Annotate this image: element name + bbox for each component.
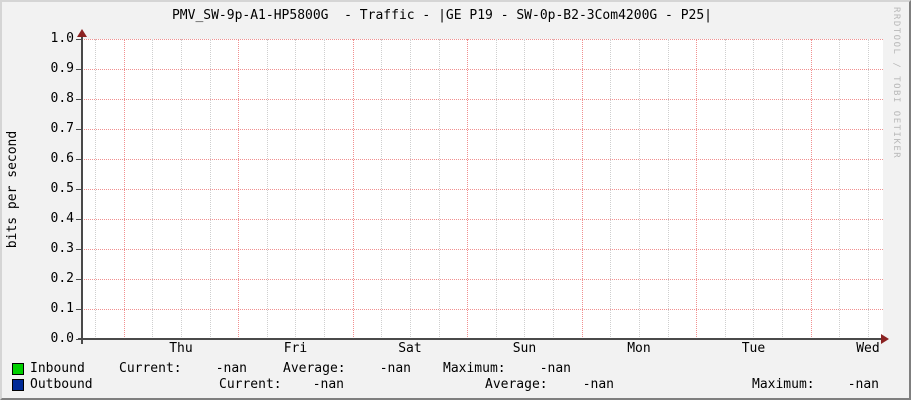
h-grid-line-major bbox=[82, 189, 883, 190]
v-grid-line-minor bbox=[839, 39, 841, 339]
v-grid-line-minor bbox=[524, 39, 526, 339]
x-tick-label: Sun bbox=[512, 341, 537, 356]
inbound-average-value: -nan bbox=[379, 361, 411, 376]
outbound-current-label: Current: bbox=[219, 377, 282, 392]
y-tick-label: 0.2 bbox=[50, 271, 74, 286]
v-grid-line-minor bbox=[638, 39, 640, 339]
v-grid-line-major bbox=[123, 39, 125, 339]
y-tick-label: 0.7 bbox=[50, 121, 74, 136]
v-grid-line-minor bbox=[667, 39, 669, 339]
v-grid-line-minor bbox=[381, 39, 383, 339]
v-grid-line-minor bbox=[753, 39, 755, 339]
v-grid-line-minor bbox=[152, 39, 154, 339]
v-grid-line-major bbox=[696, 39, 698, 339]
legend-label-outbound: Outbound bbox=[30, 377, 93, 392]
y-tick-mark bbox=[76, 249, 82, 250]
y-tick-mark bbox=[76, 219, 82, 220]
v-grid-line-major bbox=[581, 39, 583, 339]
y-tick-mark bbox=[76, 129, 82, 130]
v-grid-line-minor bbox=[867, 39, 869, 339]
x-axis-line bbox=[78, 338, 882, 340]
h-grid-line-major bbox=[82, 249, 883, 250]
v-grid-line-minor bbox=[495, 39, 497, 339]
inbound-average-label: Average: bbox=[283, 361, 346, 376]
outbound-maximum-value: -nan bbox=[847, 377, 879, 392]
outbound-swatch-icon bbox=[12, 379, 24, 391]
h-grid-line-major bbox=[82, 69, 883, 70]
y-tick-mark bbox=[76, 339, 82, 340]
inbound-current-value: -nan bbox=[215, 361, 247, 376]
v-grid-line-major bbox=[238, 39, 240, 339]
y-axis-label: bits per second bbox=[5, 130, 21, 249]
h-grid-line-major bbox=[82, 219, 883, 220]
y-tick-mark bbox=[76, 189, 82, 190]
outbound-average-label: Average: bbox=[485, 377, 548, 392]
v-grid-line-minor bbox=[409, 39, 411, 339]
y-tick-label: 0.9 bbox=[50, 61, 74, 76]
v-grid-line-minor bbox=[724, 39, 726, 339]
v-grid-line-minor bbox=[553, 39, 555, 339]
v-grid-line-minor bbox=[295, 39, 297, 339]
y-tick-label: 0.4 bbox=[50, 211, 74, 226]
v-grid-line-minor bbox=[95, 39, 97, 339]
legend-row-inbound: Inbound Current: -nan Average: -nan Maxi… bbox=[2, 361, 909, 377]
x-tick-label: Fri bbox=[283, 341, 308, 356]
y-tick-mark bbox=[76, 309, 82, 310]
v-grid-line-minor bbox=[610, 39, 612, 339]
y-tick-label: 0.6 bbox=[50, 151, 74, 166]
outbound-average-value: -nan bbox=[582, 377, 614, 392]
h-grid-line-major bbox=[82, 309, 883, 310]
v-grid-line-minor bbox=[266, 39, 268, 339]
inbound-swatch-icon bbox=[12, 363, 24, 375]
inbound-maximum-value: -nan bbox=[539, 361, 571, 376]
v-grid-line-minor bbox=[180, 39, 182, 339]
y-tick-label: 1.0 bbox=[50, 31, 74, 46]
v-grid-line-minor bbox=[324, 39, 326, 339]
v-grid-line-minor bbox=[782, 39, 784, 339]
y-tick-mark bbox=[76, 279, 82, 280]
y-tick-label: 0.0 bbox=[50, 331, 74, 346]
y-tick-label: 0.1 bbox=[50, 301, 74, 316]
x-tick-label: Wed bbox=[856, 341, 880, 356]
y-tick-label: 0.8 bbox=[50, 91, 74, 106]
h-grid-line-major bbox=[82, 129, 883, 130]
y-tick-mark bbox=[76, 69, 82, 70]
v-grid-line-minor bbox=[209, 39, 211, 339]
h-grid-line-major bbox=[82, 279, 883, 280]
rrdtool-watermark: RRDTOOL / TOBI OETIKER bbox=[891, 7, 901, 160]
y-tick-mark bbox=[76, 159, 82, 160]
y-tick-mark bbox=[76, 99, 82, 100]
x-tick-label: Mon bbox=[627, 341, 651, 356]
y-tick-mark bbox=[76, 39, 82, 40]
outbound-maximum-label: Maximum: bbox=[752, 377, 815, 392]
y-axis-arrow-icon bbox=[77, 29, 87, 37]
v-grid-line-major bbox=[467, 39, 469, 339]
h-grid-line-major bbox=[82, 39, 883, 40]
x-tick-label: Sat bbox=[398, 341, 422, 356]
h-grid-line-major bbox=[82, 99, 883, 100]
graph-title: PMV_SW-9p-A1-HP5800G - Traffic - |GE P19… bbox=[171, 8, 713, 23]
x-tick-label: Tue bbox=[741, 341, 766, 356]
plot-area bbox=[82, 39, 883, 339]
outbound-current-value: -nan bbox=[312, 377, 344, 392]
legend-row-outbound: Outbound Current: -nan Average: -nan Max… bbox=[2, 377, 909, 393]
inbound-current-label: Current: bbox=[119, 361, 182, 376]
y-axis-line bbox=[81, 34, 83, 344]
h-grid-line-major bbox=[82, 159, 883, 160]
inbound-maximum-label: Maximum: bbox=[443, 361, 506, 376]
x-axis-arrow-icon bbox=[881, 334, 889, 344]
v-grid-line-minor bbox=[438, 39, 440, 339]
y-tick-label: 0.3 bbox=[50, 241, 74, 256]
v-grid-line-major bbox=[352, 39, 354, 339]
x-tick-label: Thu bbox=[169, 341, 193, 356]
legend-label-inbound: Inbound bbox=[30, 361, 85, 376]
v-grid-line-major bbox=[810, 39, 812, 339]
y-tick-label: 0.5 bbox=[50, 181, 74, 196]
